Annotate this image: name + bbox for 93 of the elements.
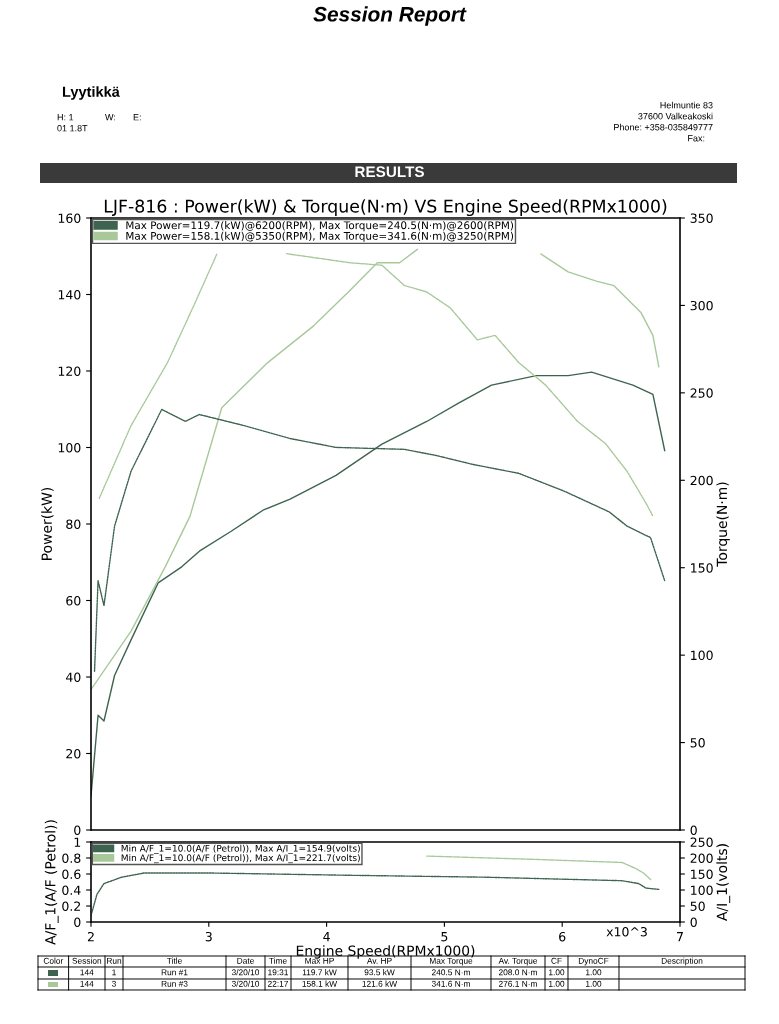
y-tick-label: 80 — [66, 519, 81, 529]
text: 121.6 kW — [362, 980, 398, 987]
y-tick-label: 1 — [74, 837, 81, 847]
y2-tick-label: 150 — [691, 563, 713, 573]
text: 19:31 — [268, 969, 289, 976]
y2-tick-label: 0 — [690, 825, 697, 835]
text: Av. Torque — [498, 957, 538, 966]
y-tick-label: 0.6 — [62, 869, 81, 879]
x-tick-label: 2 — [87, 931, 94, 942]
chart-title: LJF-816 : Power(kW) & Torque(N·m) VS Engine Speed(RPMx1000) — [104, 199, 667, 217]
x-tick-label: 3 — [205, 931, 212, 942]
text: Color — [43, 957, 64, 964]
legend-label: Max Power=119.7(kW)@6200(RPM), Max Torque=240.5(N·m)@2600(RPM) — [126, 221, 514, 232]
text: 1 — [112, 969, 116, 976]
y-tick-label: 0.2 — [62, 901, 81, 911]
y2-tick-label: 250 — [690, 388, 713, 398]
text: 1.00 — [586, 980, 602, 987]
y2-tick-label: 200 — [690, 853, 713, 863]
text: Description — [661, 957, 703, 966]
y-tick-label: 160 — [58, 213, 81, 223]
y-tick-label: 0 — [74, 825, 81, 835]
text: E: — [133, 114, 141, 121]
text: Fax: — [688, 135, 705, 142]
text: DynoCF — [578, 957, 609, 966]
text: Helmuntie 83 — [660, 101, 713, 109]
text: 22:17 — [267, 980, 289, 987]
text: 3/20/10 — [231, 980, 260, 987]
text: Phone: +358-035849777 — [614, 123, 713, 131]
text: 1.00 — [549, 980, 565, 987]
text: 144 — [80, 980, 94, 987]
text: RESULTS — [355, 166, 424, 178]
text: 37600 Valkeakoski — [638, 112, 713, 120]
text: 1.00 — [549, 969, 565, 976]
y2-tick-label: 350 — [690, 213, 713, 223]
x-axis-title: Engine Speed(RPMx1000) — [296, 945, 475, 959]
y2-axis-title: Torque(N·m) — [716, 482, 730, 567]
text: CF — [551, 957, 562, 964]
y-axis-title: A/F_1(A/F (Petrol)) — [44, 820, 59, 945]
y2-tick-label: 300 — [690, 300, 713, 311]
y2-tick-label: 150 — [691, 869, 713, 879]
text: 3/20/10 — [231, 969, 260, 976]
x-tick-label: 7 — [677, 932, 683, 942]
text: 93.5 kW — [364, 969, 395, 976]
y-tick-label: 0 — [74, 917, 81, 927]
x-tick-label: 5 — [441, 932, 448, 942]
text: W: — [105, 114, 116, 121]
text: 240.5 N·m — [431, 969, 470, 976]
y-tick-label: 120 — [58, 366, 81, 376]
x-tick-label: 6 — [559, 931, 566, 942]
text: Max HP — [305, 957, 334, 964]
y-tick-label: 20 — [66, 748, 81, 759]
y-tick-label: 100 — [58, 442, 81, 453]
text: Run #3 — [161, 980, 188, 987]
y2-tick-label: 100 — [691, 650, 713, 661]
text: 01 1.8T — [57, 125, 88, 132]
y-tick-label: 60 — [66, 595, 81, 606]
text: Lyytikkä — [62, 86, 120, 100]
legend-label: Min A/F_1=10.0(A/F (Petrol)), Max A/I_1=154.9(volts) — [121, 844, 360, 854]
y-tick-label: 140 — [58, 289, 81, 300]
text: Run #1 — [161, 969, 188, 976]
y2-axis-title: A/I_1(volts) — [716, 844, 731, 921]
text: H: 1 — [57, 114, 74, 121]
text: Time — [269, 957, 287, 964]
text: x10^3 — [606, 927, 647, 937]
legend-label: Max Power=158.1(kW)@5350(RPM), Max Torque=341.6(N·m)@3250(RPM) — [126, 231, 514, 242]
y2-tick-label: 200 — [690, 475, 713, 486]
y2-tick-label: 50 — [690, 738, 705, 748]
y2-tick-label: 0 — [690, 917, 697, 927]
text: Av. HP — [366, 957, 392, 964]
y-axis-title: Power(kW) — [41, 487, 54, 560]
y-tick-label: 0.8 — [62, 853, 81, 863]
text: Session Report — [313, 6, 467, 26]
text: 1.00 — [586, 969, 602, 976]
x-tick-label: 4 — [323, 932, 330, 942]
text: Title — [166, 957, 182, 964]
text: 119.7 kW — [302, 969, 337, 976]
text: 144 — [80, 969, 94, 976]
text: Run — [107, 957, 122, 964]
legend-label: Min A/F_1=10.0(A/F (Petrol)), Max A/I_1=221.7(volts) — [121, 854, 360, 864]
y2-tick-label: 50 — [690, 901, 705, 911]
line-series — [426, 855, 652, 881]
text: 158.1 kW — [302, 980, 338, 987]
text: 3 — [112, 980, 116, 987]
text: 341.6 N·m — [431, 980, 470, 987]
text: Session — [72, 957, 102, 964]
text: Date — [237, 957, 254, 964]
y-tick-label: 40 — [65, 672, 81, 682]
text: Max Torque — [429, 957, 473, 966]
text: 208.0 N·m — [498, 969, 537, 976]
y2-tick-label: 250 — [690, 837, 713, 847]
y-tick-label: 0.4 — [62, 885, 81, 895]
text: 276.1 N·m — [498, 980, 537, 987]
y2-tick-label: 100 — [691, 885, 713, 895]
